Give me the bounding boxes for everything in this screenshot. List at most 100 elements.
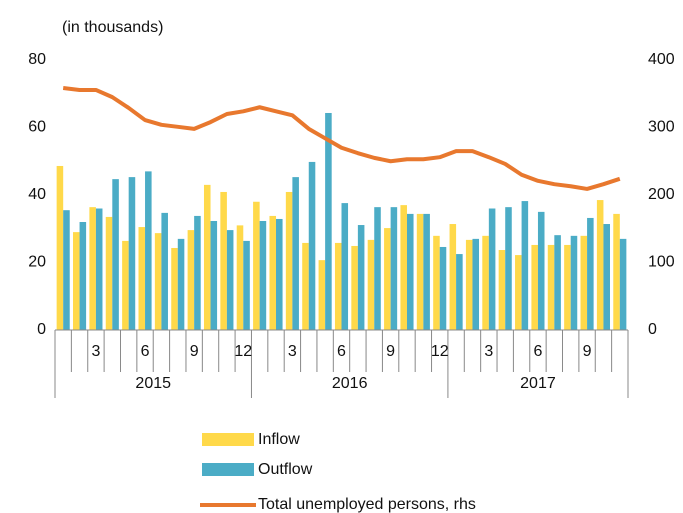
legend-swatch (202, 433, 254, 446)
bar (537, 211, 545, 330)
x-tick-label: 6 (534, 343, 543, 360)
bar (547, 244, 555, 330)
bar (138, 227, 146, 330)
bar (122, 240, 129, 330)
y-tick-label: 80 (28, 51, 46, 68)
x-tick-label: 9 (190, 343, 199, 360)
group-label: 2015 (135, 375, 171, 392)
bar (515, 255, 522, 330)
bar (325, 112, 332, 330)
bar (439, 246, 447, 330)
bar (259, 220, 267, 330)
bar (521, 201, 529, 330)
bar (334, 242, 342, 330)
y-tick-label: 0 (37, 321, 46, 338)
bar (105, 216, 113, 330)
bar (351, 245, 358, 330)
bar (236, 225, 244, 330)
bar (128, 177, 136, 330)
bar (145, 171, 152, 330)
group-label: 2016 (332, 375, 368, 392)
bar (498, 250, 506, 330)
y2-tick-label: 200 (648, 186, 675, 203)
x-tick-label: 12 (431, 343, 449, 360)
y2-tick-label: 0 (648, 321, 657, 338)
bar (433, 235, 440, 330)
bar (505, 207, 512, 330)
bar (302, 242, 309, 330)
line (62, 86, 621, 191)
legend-label: Total unemployed persons, rhs (258, 496, 476, 513)
bar (308, 161, 316, 330)
y2-tick-label: 400 (648, 51, 675, 68)
bar (390, 207, 398, 330)
legend-swatch (202, 463, 254, 476)
y-tick-label: 40 (28, 186, 46, 203)
bar (570, 235, 578, 330)
bar (95, 208, 103, 330)
bar (603, 224, 610, 330)
bar (56, 165, 64, 330)
bar (253, 201, 260, 330)
bar (318, 260, 326, 330)
bar (613, 213, 620, 330)
y2-tick-label: 300 (648, 119, 675, 136)
bar (531, 244, 538, 330)
y-tick-label: 60 (28, 119, 46, 136)
bar (456, 254, 463, 330)
bar (112, 179, 119, 330)
chart-subtitle: (in thousands) (62, 19, 163, 36)
y-tick-label: 20 (28, 254, 46, 271)
bar (596, 200, 604, 330)
x-tick-label: 3 (484, 343, 493, 360)
x-tick-label: 6 (141, 343, 150, 360)
x-tick-label: 3 (288, 343, 297, 360)
bar (194, 215, 201, 330)
bar (488, 208, 496, 330)
bar (276, 218, 283, 330)
bar (423, 213, 430, 330)
bar (154, 233, 162, 330)
legend-label: Inflow (258, 431, 300, 448)
bar (243, 240, 250, 330)
x-tick-label: 3 (91, 343, 100, 360)
legend-label: Outflow (258, 461, 313, 478)
bar (619, 238, 627, 330)
bar (341, 203, 349, 330)
bar (406, 213, 414, 330)
bar (400, 205, 407, 330)
bar (580, 235, 588, 330)
bar (357, 225, 365, 330)
bar (187, 230, 195, 330)
bar (226, 230, 234, 330)
bar (63, 210, 70, 330)
x-tick-label: 9 (583, 343, 592, 360)
group-label: 2017 (520, 375, 556, 392)
bar (384, 228, 391, 330)
bar (416, 213, 424, 330)
bar (220, 191, 227, 330)
bar (269, 215, 277, 330)
bar (472, 238, 480, 330)
bar (449, 224, 457, 330)
bar (177, 238, 185, 330)
bar (171, 247, 178, 330)
x-tick-label: 9 (386, 343, 395, 360)
bar (79, 222, 87, 330)
bar (374, 207, 381, 330)
x-tick-label: 12 (234, 343, 252, 360)
x-tick-label: 6 (337, 343, 346, 360)
bar (367, 239, 375, 330)
bar (285, 191, 293, 330)
bar (161, 212, 168, 330)
bar (89, 207, 96, 330)
bar (465, 239, 473, 330)
bar (587, 217, 594, 330)
bar (554, 235, 561, 330)
bar (73, 232, 80, 330)
bar (482, 235, 489, 330)
bar (203, 184, 211, 330)
y2-tick-label: 100 (648, 254, 675, 271)
bar (210, 220, 218, 330)
